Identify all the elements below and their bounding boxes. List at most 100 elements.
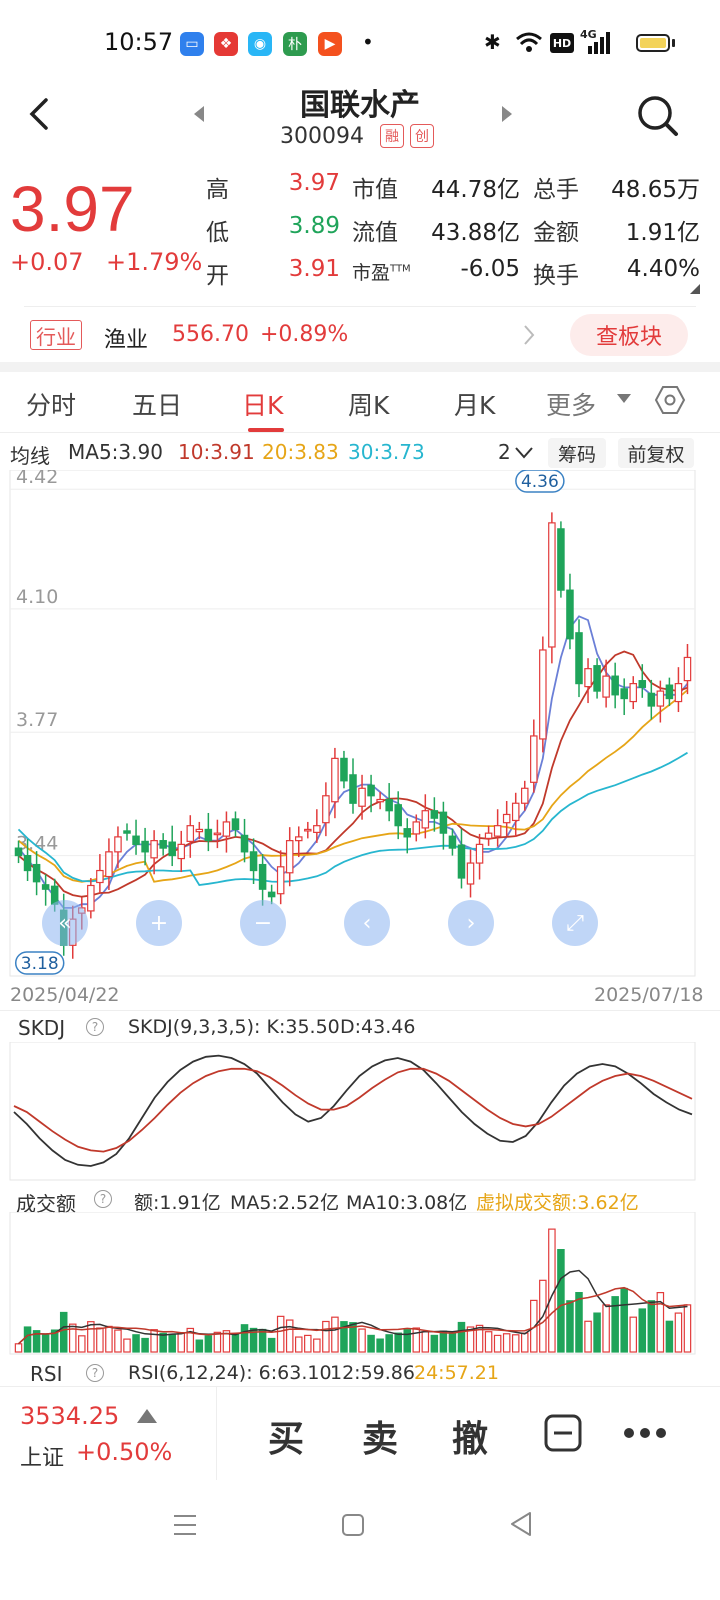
volume-bar: [511, 1334, 520, 1353]
volume-bar: [367, 1334, 375, 1353]
settings-hexagon-icon[interactable]: [654, 384, 686, 416]
minimize-icon[interactable]: [544, 1414, 582, 1452]
fullscreen-icon[interactable]: ⤢: [552, 900, 598, 946]
candle: [41, 884, 50, 890]
next-stock-icon[interactable]: [500, 104, 514, 124]
candle: [204, 828, 213, 842]
expand-corner-icon[interactable]: [690, 284, 700, 294]
scroll-left-icon[interactable]: ‹: [344, 900, 390, 946]
candle: [674, 683, 683, 703]
buy-button[interactable]: 买: [268, 1419, 305, 1460]
battery-icon: [636, 34, 670, 52]
adjust-button[interactable]: 前复权: [618, 438, 694, 468]
rewind-icon[interactable]: «: [42, 900, 88, 946]
prev-stock-icon[interactable]: [192, 104, 206, 124]
volume-bar: [132, 1334, 140, 1353]
candle: [466, 862, 475, 885]
period-selector[interactable]: 2: [498, 440, 511, 464]
candle: [665, 684, 674, 700]
industry-name[interactable]: 渔业: [104, 328, 149, 353]
candle: [530, 735, 538, 783]
y-tick-label: 4.10: [16, 586, 58, 608]
float-cap-value: 43.88亿: [431, 220, 520, 246]
volume-bar: [439, 1330, 448, 1353]
candle: [511, 802, 520, 822]
volume-bar: [430, 1334, 439, 1353]
home-icon[interactable]: [340, 1512, 366, 1538]
candle: [96, 869, 104, 884]
candle: [584, 668, 592, 688]
candle: [32, 863, 41, 883]
candle: [276, 866, 285, 895]
search-icon[interactable]: [636, 94, 680, 138]
volume-bar: [231, 1333, 240, 1353]
volume-chart: [9, 1212, 696, 1355]
chip-button[interactable]: 筹码: [548, 438, 606, 468]
back-icon[interactable]: [26, 96, 54, 132]
rsi-title[interactable]: RSI: [30, 1362, 63, 1386]
candle: [484, 832, 493, 839]
candle: [213, 832, 222, 836]
volume-bar: [186, 1327, 195, 1353]
zoom-in-icon[interactable]: +: [136, 900, 182, 946]
tab-five-day[interactable]: 五日: [132, 391, 183, 420]
candle: [520, 787, 529, 804]
back-nav-icon[interactable]: [508, 1510, 534, 1538]
candle: [430, 810, 439, 819]
scroll-right-icon[interactable]: ›: [448, 900, 494, 946]
tab-monthly-k[interactable]: 月K: [454, 391, 496, 420]
candle: [593, 665, 601, 692]
help-icon[interactable]: ?: [86, 1018, 104, 1036]
candle: [502, 813, 511, 824]
candle: [23, 854, 32, 872]
tab-weekly-k[interactable]: 周K: [348, 391, 390, 420]
candle: [412, 821, 421, 835]
zoom-out-icon[interactable]: −: [240, 900, 286, 946]
turnover-value: 4.40%: [626, 256, 700, 282]
more-options-icon[interactable]: [622, 1426, 668, 1440]
ma10-value: 10:3.91: [178, 440, 255, 464]
volume-bar: [32, 1330, 41, 1353]
caret-down-icon[interactable]: [616, 393, 632, 405]
candle: [114, 836, 122, 853]
volume-bar: [647, 1300, 656, 1353]
pe-value: -6.05: [460, 256, 520, 282]
candle: [611, 675, 619, 696]
stock-name: 国联水产: [300, 88, 420, 123]
volume-ma10-line: [17, 1286, 688, 1345]
chevron-down-icon[interactable]: [514, 446, 534, 460]
volume-bar: [195, 1339, 204, 1353]
low-label: 低: [206, 220, 229, 246]
sell-button[interactable]: 卖: [362, 1419, 399, 1460]
skdj-title[interactable]: SKDJ: [18, 1016, 66, 1040]
video-app-icon: ▶: [318, 32, 342, 56]
cancel-order-button[interactable]: 撤: [452, 1419, 489, 1460]
index-change: +0.50%: [76, 1438, 173, 1466]
volume-bar: [114, 1329, 122, 1353]
help-icon[interactable]: ?: [86, 1364, 104, 1382]
tab-more[interactable]: 更多: [546, 391, 597, 420]
view-board-button[interactable]: 查板块: [570, 314, 688, 356]
skdj-k-line: [13, 1054, 693, 1167]
x-end-date: 2025/07/18: [594, 984, 704, 1006]
menu-icon[interactable]: [172, 1512, 198, 1538]
volume-bar: [674, 1312, 683, 1353]
help-icon[interactable]: ?: [94, 1190, 112, 1208]
candle: [647, 692, 656, 707]
index-value[interactable]: 3534.25: [20, 1402, 120, 1430]
tab-daily-k[interactable]: 日K: [242, 391, 284, 420]
volume-bar: [213, 1331, 222, 1353]
volume-bar: [620, 1287, 628, 1353]
candle: [358, 787, 366, 807]
amount-value: 1.91亿: [625, 220, 700, 246]
high-label: 高: [206, 177, 229, 203]
candle: [349, 774, 357, 804]
tab-intraday[interactable]: 分时: [26, 391, 77, 420]
chevron-right-icon[interactable]: [522, 324, 536, 346]
volume-bar: [602, 1304, 610, 1353]
candle: [457, 844, 466, 879]
volume-bar: [141, 1337, 149, 1353]
candle: [683, 656, 692, 682]
status-time: 10:57: [104, 28, 174, 56]
volume-bar: [313, 1338, 321, 1353]
